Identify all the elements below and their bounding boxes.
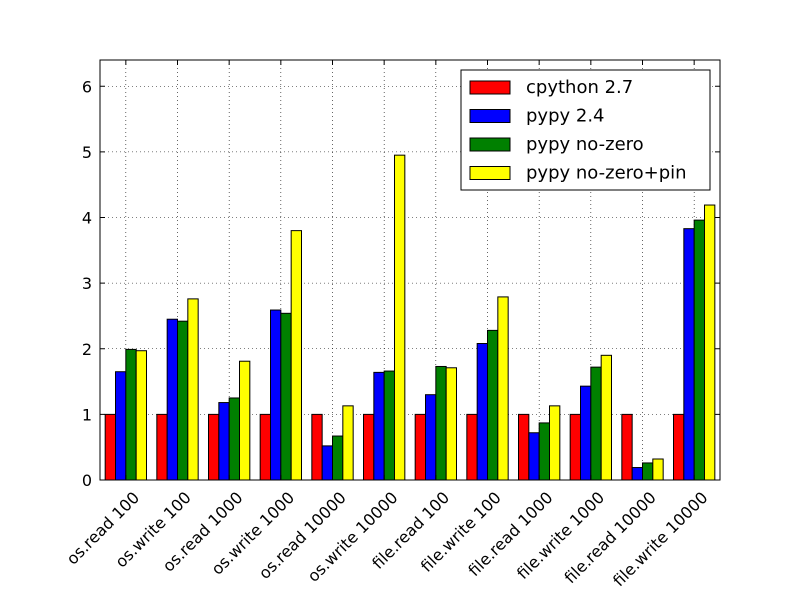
bar xyxy=(528,432,540,481)
legend-swatch xyxy=(469,109,511,123)
y-tick-label: 5 xyxy=(82,143,92,162)
bar xyxy=(166,318,179,481)
bar xyxy=(280,312,292,481)
bar xyxy=(104,413,116,481)
bar xyxy=(487,329,499,481)
y-tick-label: 6 xyxy=(82,77,92,96)
legend-label: pypy 2.4 xyxy=(526,106,605,127)
bar xyxy=(476,343,488,481)
legend-label: pypy no-zero xyxy=(526,134,644,155)
x-tick-label: file.write 1000 xyxy=(513,488,608,583)
bar xyxy=(383,370,395,481)
bar xyxy=(580,385,592,481)
bar xyxy=(652,458,664,481)
bar xyxy=(693,219,706,481)
bar xyxy=(259,413,271,481)
bar xyxy=(642,462,654,481)
bar xyxy=(270,309,282,481)
x-tick-label: os.write 10000 xyxy=(304,488,402,586)
legend-swatch xyxy=(469,80,511,95)
bar xyxy=(187,298,199,481)
y-axis: 0 1 2 3 4 5 6 xyxy=(82,77,720,490)
bar xyxy=(683,228,695,481)
bar xyxy=(673,413,685,481)
bar xyxy=(518,413,530,481)
bar xyxy=(342,405,354,481)
bar xyxy=(569,413,582,481)
bar xyxy=(332,435,344,481)
bar xyxy=(228,397,241,481)
bar xyxy=(115,371,127,481)
bar xyxy=(425,394,437,481)
legend: cpython 2.7 pypy 2.4 pypy no-zero pypy no-z… xyxy=(460,69,711,191)
bar xyxy=(590,366,602,481)
plot-frame xyxy=(99,59,721,481)
bar xyxy=(435,365,447,481)
bar xyxy=(497,296,509,481)
bar xyxy=(135,350,148,481)
bar xyxy=(704,204,716,481)
y-tick-label: 0 xyxy=(82,471,92,490)
y-tick-label: 1 xyxy=(82,405,92,424)
bar xyxy=(394,154,406,481)
bar xyxy=(125,348,137,481)
bar xyxy=(621,413,633,481)
bar xyxy=(373,371,385,481)
bar xyxy=(538,422,551,481)
bar xyxy=(156,413,168,481)
bar xyxy=(631,467,644,481)
bar xyxy=(414,413,426,481)
bar xyxy=(177,320,189,481)
bar xyxy=(218,402,230,481)
bar xyxy=(290,230,302,481)
y-tick-label: 3 xyxy=(82,274,92,293)
bar xyxy=(239,360,251,481)
x-tick-label: file.read 10000 xyxy=(560,488,659,587)
bar xyxy=(466,413,478,481)
y-tick-label: 2 xyxy=(82,340,92,359)
bar xyxy=(600,354,613,481)
legend-swatch xyxy=(469,137,511,152)
legend-label: cpython 2.7 xyxy=(526,77,633,98)
bar xyxy=(445,367,457,481)
legend-swatch xyxy=(469,166,511,180)
bars xyxy=(104,154,716,481)
legend-label: pypy no-zero+pin xyxy=(526,163,687,184)
bar xyxy=(208,413,220,481)
y-tick-label: 4 xyxy=(82,209,92,228)
bar xyxy=(549,405,561,481)
x-tick-label: file.write 10000 xyxy=(609,488,711,590)
bar xyxy=(363,413,375,481)
bar xyxy=(321,445,333,481)
bar xyxy=(311,413,323,481)
